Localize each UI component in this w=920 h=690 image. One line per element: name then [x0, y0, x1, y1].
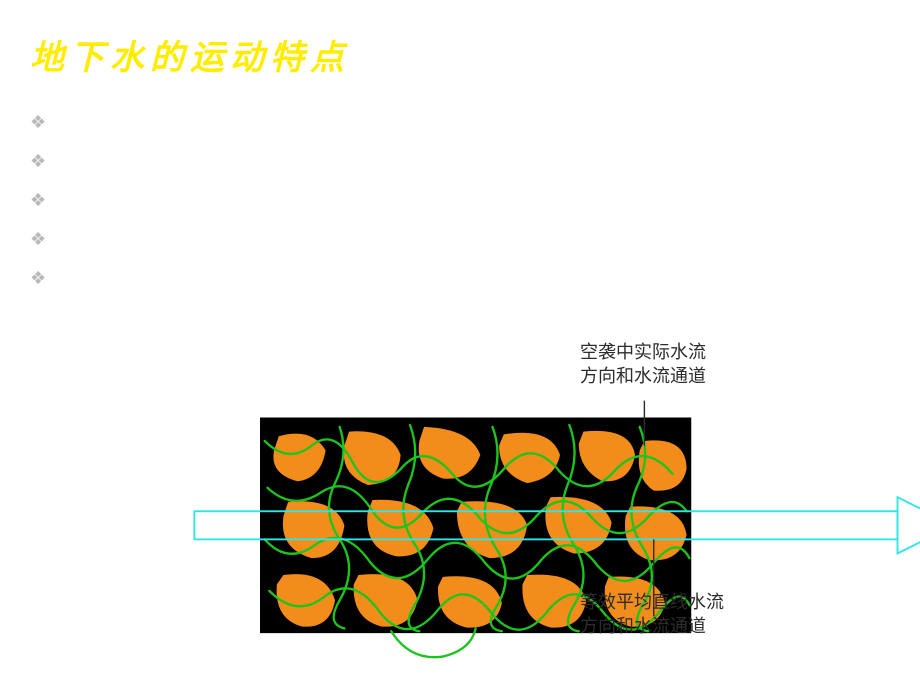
bullet-marker-icon: ❖ [30, 268, 46, 289]
bullet-marker-icon: ❖ [30, 112, 46, 133]
label-actual-flow: 空袭中实际水流方向和水流通道 [580, 340, 706, 389]
bullet-item: ❖ [30, 112, 56, 133]
bullet-item: ❖ [30, 229, 56, 250]
bullet-item: ❖ [30, 268, 56, 289]
label-equivalent-flow: 等效平均直线水流方向和水流通道 [580, 590, 724, 639]
bullet-list: ❖ ❖ ❖ ❖ ❖ [30, 112, 56, 307]
porous-media-diagram: 空袭中实际水流方向和水流通道 等效平均直线水流方向和水流通道 [180, 380, 900, 680]
bullet-marker-icon: ❖ [30, 151, 46, 172]
bullet-item: ❖ [30, 151, 56, 172]
diagram-svg [180, 380, 920, 680]
bullet-marker-icon: ❖ [30, 229, 46, 250]
page-title: 地下水的运动特点 [30, 30, 350, 79]
bullet-item: ❖ [30, 190, 56, 211]
bullet-marker-icon: ❖ [30, 190, 46, 211]
